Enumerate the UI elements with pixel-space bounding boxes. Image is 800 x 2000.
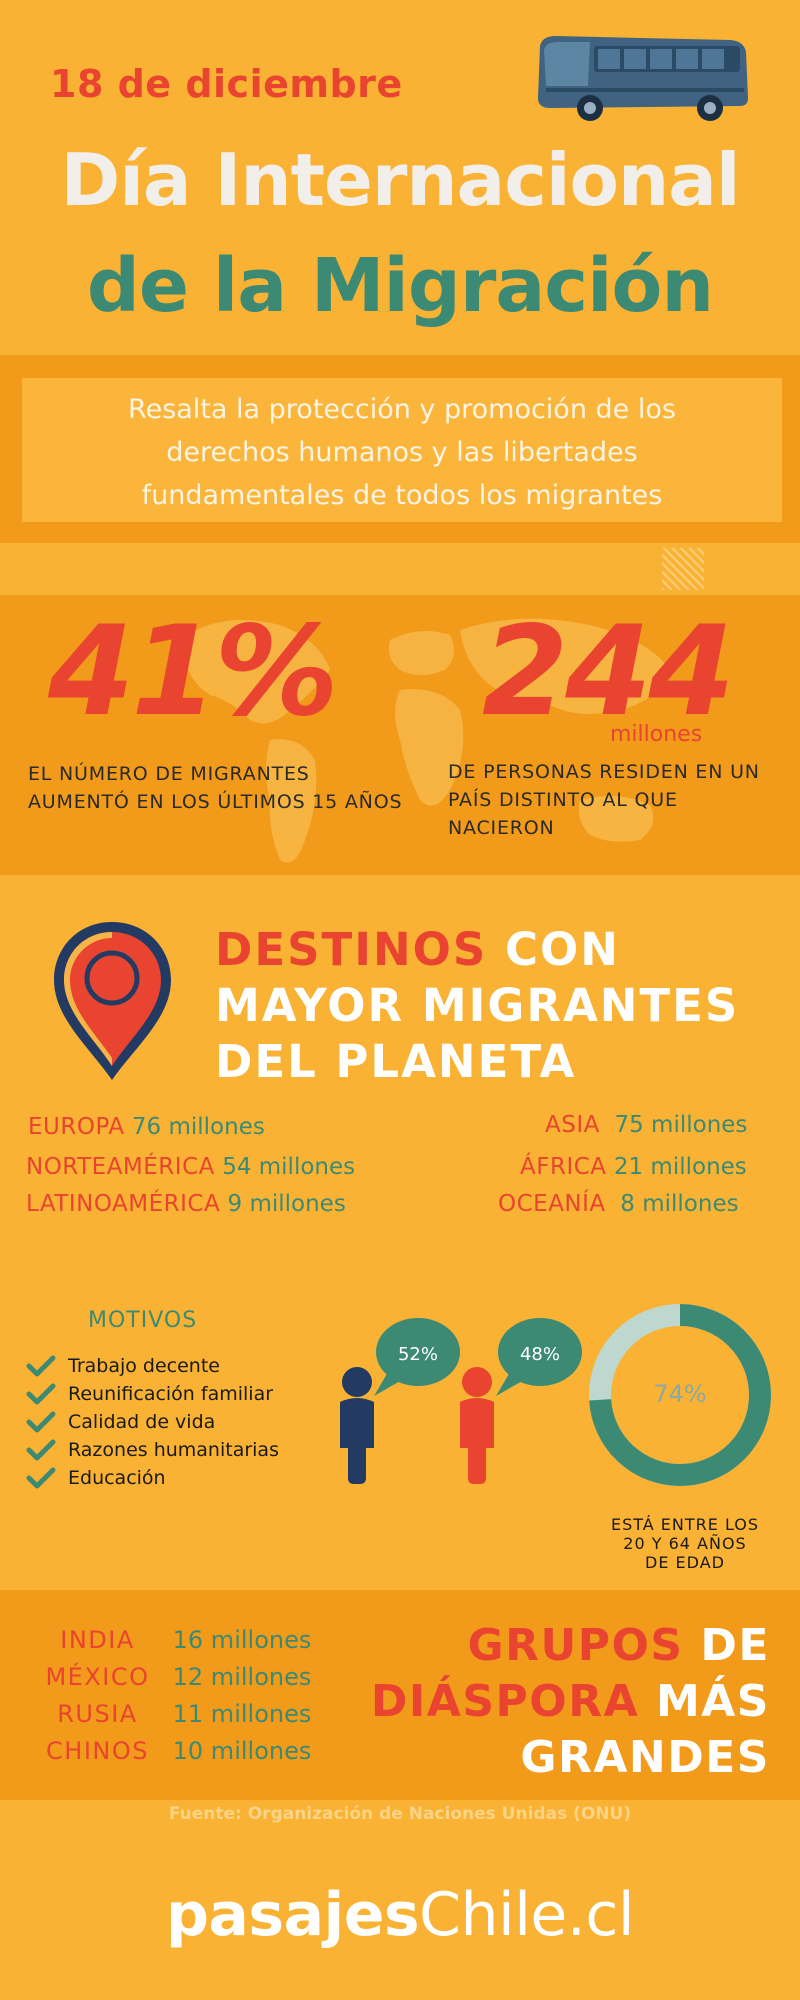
stat-million-unit: millones <box>610 722 703 747</box>
age-caption-line2: 20 Y 64 AÑOS <box>623 1534 747 1553</box>
region-name: NORTEAMÉRICA <box>26 1154 215 1180</box>
diaspora-value: 16 millones <box>172 1626 312 1654</box>
region-value: 8 millones <box>620 1191 739 1217</box>
location-pin-icon <box>54 922 171 1080</box>
age-caption: ESTÁ ENTRE LOS 20 Y 64 AÑOS DE EDAD <box>580 1515 790 1572</box>
subtitle-text: Resalta la protección y promoción de los… <box>22 388 782 517</box>
diaspora-title-red1: GRUPOS <box>467 1620 684 1671</box>
diaspora-row: MÉXICO 12 millones <box>30 1663 311 1691</box>
main-title-line2: de la Migración <box>86 243 714 329</box>
diaspora-value: 10 millones <box>172 1737 312 1765</box>
stat-million-value: 244 <box>482 600 735 744</box>
region-name: OCEANÍA <box>498 1191 606 1217</box>
region-value: 76 millones <box>131 1114 265 1140</box>
brand-logo: pasajesChile.cl <box>0 1880 800 1950</box>
hatch-decoration <box>662 548 704 590</box>
region-value: 9 millones <box>227 1191 346 1217</box>
diaspora-name: CHINOS <box>46 1737 149 1765</box>
world-map-icon <box>180 618 670 863</box>
stat-percent-value: 41% <box>48 600 339 744</box>
stat-percent-caption: EL NÚMERO DE MIGRANTES AUMENTÓ EN LOS ÚL… <box>28 763 403 813</box>
motivo-label: Reunificación familiar <box>68 1383 274 1405</box>
subtitle-line3: fundamentales de todos los migrantes <box>141 480 663 511</box>
motivo-label: Educación <box>68 1467 166 1489</box>
region-value: 75 millones <box>614 1112 748 1138</box>
subtitle-line1: Resalta la protección y promoción de los <box>128 394 676 425</box>
diaspora-title-red2: DIÁSPORA <box>370 1676 640 1727</box>
destinos-title-line2: MAYOR MIGRANTES <box>215 979 740 1032</box>
region-oceania: OCEANÍA 8 millones <box>498 1191 739 1217</box>
subtitle-line2: derechos humanos y las libertades <box>166 437 638 468</box>
region-norteamerica: NORTEAMÉRICA 54 millones <box>26 1154 355 1180</box>
speech-bubble-icon <box>374 1318 460 1396</box>
region-value: 21 millones <box>613 1154 747 1180</box>
diaspora-title-white1: DE <box>683 1620 770 1671</box>
age-donut-chart <box>589 1304 771 1486</box>
diaspora-title-white2: MÁS <box>639 1676 770 1727</box>
motivos-title: MOTIVOS <box>88 1308 198 1333</box>
source-note: Fuente: Organización de Naciones Unidas … <box>168 1804 632 1824</box>
stat-million-caption: DE PERSONAS RESIDEN EN UN PAÍS DISTINTO … <box>448 761 760 839</box>
motivo-label: Calidad de vida <box>68 1411 216 1433</box>
event-date: 18 de diciembre <box>50 62 403 106</box>
gender-figure: 52% 48% <box>340 1318 582 1484</box>
age-caption-line3: DE EDAD <box>645 1553 725 1572</box>
brand-bold: pasajes <box>165 1880 420 1950</box>
list-item: Reunificación familiar <box>26 1381 279 1409</box>
diaspora-name: MÉXICO <box>45 1663 150 1691</box>
destinos-title-rest: CON <box>487 923 620 976</box>
list-item: Calidad de vida <box>26 1409 279 1437</box>
diaspora-row: CHINOS 10 millones <box>30 1737 311 1765</box>
donut-arc <box>589 1304 771 1486</box>
destinos-title-line3: DEL PLANETA <box>215 1035 577 1088</box>
diaspora-title: GRUPOS DE DIÁSPORA MÁS GRANDES <box>360 1618 770 1786</box>
diaspora-value: 11 millones <box>172 1700 312 1728</box>
check-icon <box>26 1411 56 1433</box>
diaspora-title-line3: GRANDES <box>520 1732 770 1783</box>
region-name: ÁFRICA <box>520 1154 607 1180</box>
diaspora-name: INDIA <box>60 1626 135 1654</box>
brand-light: Chile.cl <box>419 1880 635 1950</box>
destinos-title: DESTINOS CON MAYOR MIGRANTES DEL PLANETA <box>215 922 739 1090</box>
age-percent-label: 74% <box>653 1380 707 1408</box>
female-person-icon <box>460 1367 494 1484</box>
check-icon <box>26 1439 56 1461</box>
region-value: 54 millones <box>222 1154 356 1180</box>
region-name: EUROPA <box>28 1114 125 1140</box>
list-item: Trabajo decente <box>26 1353 279 1381</box>
male-person-icon <box>340 1367 374 1484</box>
diaspora-row: INDIA 16 millones <box>30 1626 311 1654</box>
diaspora-name: RUSIA <box>57 1700 138 1728</box>
bus-icon <box>538 36 748 121</box>
subtitle-box <box>22 378 782 522</box>
diaspora-value: 12 millones <box>172 1663 312 1691</box>
motivo-label: Trabajo decente <box>68 1355 220 1377</box>
region-europa: EUROPA 76 millones <box>28 1114 265 1140</box>
motivos-list: Trabajo decente Reunificación familiar C… <box>26 1353 279 1493</box>
region-africa: ÁFRICA 21 millones <box>520 1154 747 1180</box>
region-name: LATINOAMÉRICA <box>26 1191 221 1217</box>
region-asia: ASIA 75 millones <box>545 1112 747 1138</box>
motivo-label: Razones humanitarias <box>68 1439 279 1461</box>
speech-bubble-icon <box>496 1318 582 1396</box>
list-item: Educación <box>26 1465 279 1493</box>
region-name: ASIA <box>545 1112 600 1138</box>
diaspora-row: RUSIA 11 millones <box>30 1700 311 1728</box>
destinos-title-red: DESTINOS <box>215 923 488 976</box>
diaspora-band <box>0 1590 800 1800</box>
male-percent: 52% <box>398 1344 438 1365</box>
age-caption-line1: ESTÁ ENTRE LOS <box>610 1515 760 1534</box>
region-latinoamerica: LATINOAMÉRICA 9 millones <box>26 1191 346 1217</box>
check-icon <box>26 1355 56 1377</box>
female-percent: 48% <box>520 1344 560 1365</box>
list-item: Razones humanitarias <box>26 1437 279 1465</box>
check-icon <box>26 1383 56 1405</box>
check-icon <box>26 1467 56 1489</box>
main-title-line1: Día Internacional <box>60 138 740 222</box>
